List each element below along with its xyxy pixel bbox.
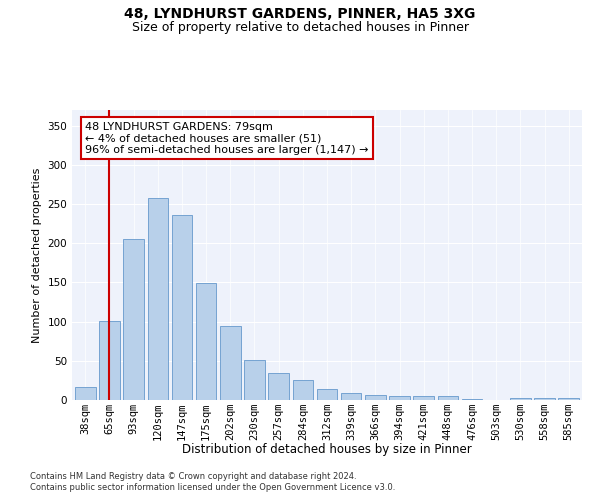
Text: 48 LYNDHURST GARDENS: 79sqm
← 4% of detached houses are smaller (51)
96% of semi: 48 LYNDHURST GARDENS: 79sqm ← 4% of deta… bbox=[85, 122, 369, 155]
Text: Size of property relative to detached houses in Pinner: Size of property relative to detached ho… bbox=[131, 21, 469, 34]
Bar bbox=[437, 396, 458, 400]
Bar bbox=[389, 396, 410, 400]
Bar bbox=[148, 198, 168, 400]
Y-axis label: Number of detached properties: Number of detached properties bbox=[32, 168, 42, 342]
Text: 48, LYNDHURST GARDENS, PINNER, HA5 3XG: 48, LYNDHURST GARDENS, PINNER, HA5 3XG bbox=[124, 8, 476, 22]
Text: Contains public sector information licensed under the Open Government Licence v3: Contains public sector information licen… bbox=[30, 484, 395, 492]
Bar bbox=[413, 396, 434, 400]
Bar bbox=[317, 389, 337, 400]
Bar bbox=[341, 393, 361, 400]
Bar bbox=[510, 398, 530, 400]
Bar bbox=[75, 386, 95, 400]
Bar bbox=[124, 240, 144, 400]
Bar bbox=[220, 326, 241, 400]
Bar bbox=[172, 215, 192, 400]
Bar bbox=[559, 398, 579, 400]
Text: Contains HM Land Registry data © Crown copyright and database right 2024.: Contains HM Land Registry data © Crown c… bbox=[30, 472, 356, 481]
Bar bbox=[99, 321, 120, 400]
Bar bbox=[462, 399, 482, 400]
Bar bbox=[244, 360, 265, 400]
Bar bbox=[365, 394, 386, 400]
Bar bbox=[534, 398, 555, 400]
Text: Distribution of detached houses by size in Pinner: Distribution of detached houses by size … bbox=[182, 442, 472, 456]
Bar bbox=[293, 380, 313, 400]
Bar bbox=[196, 283, 217, 400]
Bar bbox=[268, 372, 289, 400]
